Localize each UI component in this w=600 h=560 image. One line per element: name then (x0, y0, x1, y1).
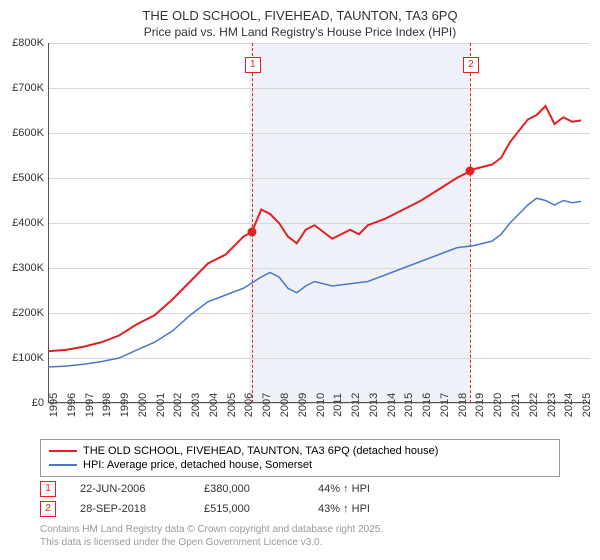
sale-delta: 44% ↑ HPI (318, 483, 370, 495)
sale-row: 1 22-JUN-2006 £380,000 44% ↑ HPI (40, 481, 560, 497)
y-tick-label: £100K (12, 352, 44, 364)
legend-swatch (49, 450, 77, 452)
legend-swatch (49, 464, 77, 466)
sale-marker: 1 (40, 481, 56, 497)
y-tick-label: £700K (12, 82, 44, 94)
y-tick-label: £500K (12, 172, 44, 184)
marker-dot (247, 228, 256, 237)
legend-item: THE OLD SCHOOL, FIVEHEAD, TAUNTON, TA3 6… (49, 444, 551, 458)
y-tick-label: £800K (12, 37, 44, 49)
page-title: THE OLD SCHOOL, FIVEHEAD, TAUNTON, TA3 6… (0, 0, 600, 23)
series-hpi (48, 198, 581, 367)
sale-row: 2 28-SEP-2018 £515,000 43% ↑ HPI (40, 501, 560, 517)
sale-date: 28-SEP-2018 (80, 503, 180, 515)
footer-line-1: Contains HM Land Registry data © Crown c… (40, 523, 560, 536)
sale-delta: 43% ↑ HPI (318, 503, 370, 515)
sale-price: £515,000 (204, 503, 294, 515)
y-tick-label: £600K (12, 127, 44, 139)
legend-label: HPI: Average price, detached house, Some… (83, 459, 312, 471)
legend: THE OLD SCHOOL, FIVEHEAD, TAUNTON, TA3 6… (40, 439, 560, 477)
chart: £0£100K£200K£300K£400K£500K£600K£700K£80… (48, 43, 590, 403)
y-tick-label: £300K (12, 262, 44, 274)
sale-price: £380,000 (204, 483, 294, 495)
page-subtitle: Price paid vs. HM Land Registry's House … (0, 23, 600, 43)
series-property (48, 106, 581, 351)
y-tick-label: £200K (12, 307, 44, 319)
footer-line-2: This data is licensed under the Open Gov… (40, 536, 560, 549)
y-tick-label: £0 (32, 397, 44, 409)
chart-lines (48, 43, 590, 403)
footer: Contains HM Land Registry data © Crown c… (40, 523, 560, 549)
y-tick-label: £400K (12, 217, 44, 229)
sale-date: 22-JUN-2006 (80, 483, 180, 495)
legend-label: THE OLD SCHOOL, FIVEHEAD, TAUNTON, TA3 6… (83, 445, 438, 457)
sale-marker: 2 (40, 501, 56, 517)
marker-dot (465, 167, 474, 176)
legend-item: HPI: Average price, detached house, Some… (49, 458, 551, 472)
